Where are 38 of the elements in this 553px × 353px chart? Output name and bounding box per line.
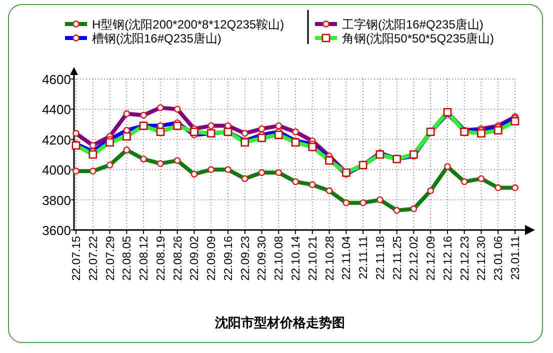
x-tick-label: 22.07.29 bbox=[104, 236, 117, 281]
y-tick-label: 3600 bbox=[42, 223, 71, 238]
x-tick-label: 22.08.05 bbox=[122, 236, 134, 281]
x-tick-label: 22.12.09 bbox=[426, 236, 438, 281]
y-tick-label: 3800 bbox=[42, 192, 71, 208]
x-tick-label: 22.07.15 bbox=[71, 236, 83, 281]
x-tick-label: 22.09.23 bbox=[240, 236, 252, 281]
legend-label: 角钢(沈阳50*50*5Q235唐山) bbox=[342, 32, 494, 46]
x-tick-label: 22.12.02 bbox=[408, 236, 421, 281]
legend-label: 工字钢(沈阳16#Q235唐山) bbox=[342, 18, 484, 32]
x-tick-label: 22.10.21 bbox=[307, 236, 320, 281]
y-tick-label: 4000 bbox=[42, 162, 71, 178]
x-tick-label: 23.01.06 bbox=[493, 236, 506, 281]
x-tick-label: 22.09.30 bbox=[256, 236, 269, 281]
x-tick-label: 22.11.04 bbox=[341, 235, 354, 280]
x-tick-label: 22.08.19 bbox=[155, 236, 168, 281]
x-tick-label: 23.01.11 bbox=[510, 236, 522, 280]
x-tick-label: 22.09.02 bbox=[189, 236, 202, 281]
x-tick-label: 22.09.09 bbox=[206, 236, 218, 281]
y-tick-label: 4200 bbox=[42, 132, 71, 148]
x-tick-label: 22.12.30 bbox=[476, 236, 488, 281]
legend-label: 槽钢(沈阳16#Q235唐山) bbox=[92, 32, 222, 46]
x-tick-label: 22.10.28 bbox=[324, 236, 336, 281]
x-tick-label: 22.09.16 bbox=[222, 236, 235, 281]
x-tick-label: 22.10.14 bbox=[290, 235, 302, 281]
y-tick-label: 4400 bbox=[42, 102, 71, 118]
x-tick-label: 22.08.12 bbox=[138, 236, 151, 281]
x-tick-label: 22.12.23 bbox=[459, 236, 472, 281]
y-tick-label: 4600 bbox=[42, 72, 71, 87]
x-tick-label: 22.10.08 bbox=[274, 236, 286, 281]
x-tick-label: 22.08.26 bbox=[172, 236, 184, 281]
x-tick-label: 22.11.25 bbox=[392, 236, 404, 280]
text: 沈阳市型材价格走势图 bbox=[214, 315, 345, 330]
x-tick-label: 22.11.18 bbox=[374, 236, 387, 280]
legend-label: H型钢(沈阳200*200*8*12Q235鞍山) bbox=[92, 18, 284, 32]
x-tick-label: 22.07.22 bbox=[88, 236, 100, 281]
x-tick-label: 22.12.16 bbox=[442, 236, 454, 281]
x-tick-label: 22.11.11 bbox=[358, 236, 370, 280]
